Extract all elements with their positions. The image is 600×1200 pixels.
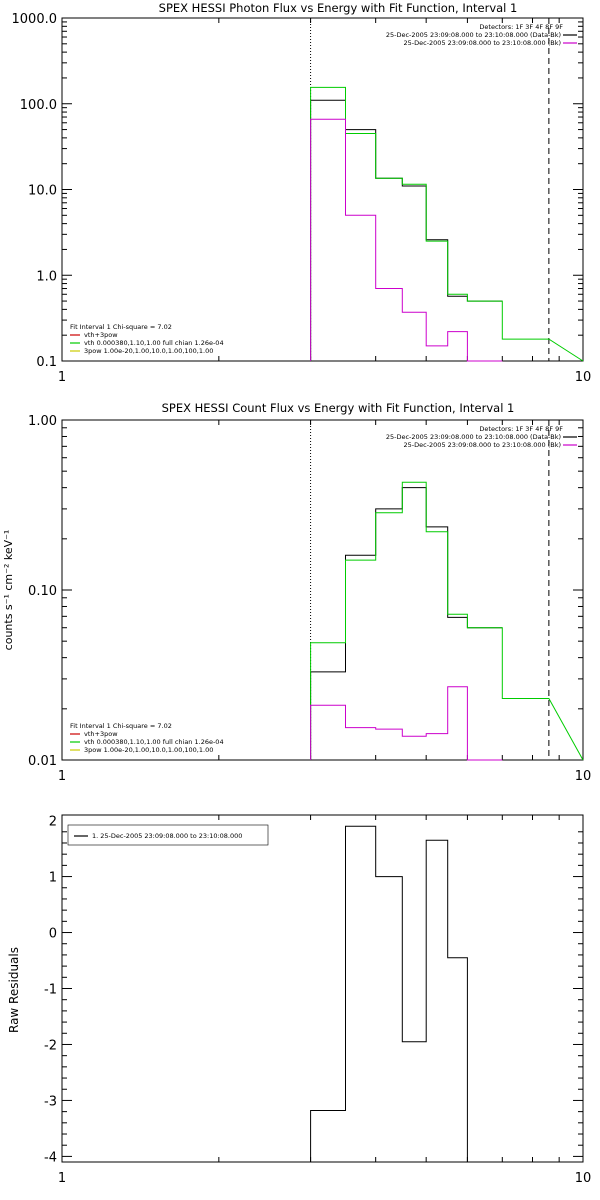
series-line <box>310 481 584 761</box>
detectors-legend-header: Detectors: 1F 3F 4F 8F 9F <box>479 425 563 433</box>
y-tick-label: -2 <box>44 1038 57 1053</box>
fit-legend-label: vth 0.000380,1.10,1.00 full chian 1.26e-… <box>84 738 224 746</box>
count-flux-title: SPEX HESSI Count Flux vs Energy with Fit… <box>162 401 515 415</box>
series-line <box>310 86 584 362</box>
y-tick-label: 1.0 <box>36 269 57 284</box>
y-tick-label: 2 <box>49 815 57 830</box>
x-tick-label: 1 <box>58 370 66 385</box>
x-tick-label: 10 <box>575 1171 592 1186</box>
series-line <box>310 99 503 361</box>
fit-legend-label: vth+3pow <box>84 730 118 738</box>
y-tick-label: 10.0 <box>28 184 57 199</box>
fit-legend-label: vth 0.000380,1.10,1.00 full chian 1.26e-… <box>84 339 224 347</box>
count-flux-panel: SPEX HESSI Count Flux vs Energy with Fit… <box>2 401 591 784</box>
fit-legend-label: 3pow 1.00e-20,1.00,10.0,1.00,100,1.00 <box>84 746 213 754</box>
residuals-legend-label: 1. 25-Dec-2005 23:09:08.000 to 23:10:08.… <box>92 832 242 840</box>
fit-legend-label: vth+3pow <box>84 331 118 339</box>
residuals-panel: Raw Residuals 1 10 -4 -3 -2 -1 0 1 2 1. 25-Dec-20… <box>7 814 592 1186</box>
plot-frame <box>61 419 584 761</box>
photon-flux-title: SPEX HESSI Photon Flux vs Energy with Fi… <box>159 1 518 15</box>
y-tick-label: 1000.0 <box>12 12 58 27</box>
fit-legend-header: Fit Interval 1 Chi-square = 7.02 <box>70 323 172 331</box>
residuals-legend-box <box>67 824 269 846</box>
y-tick-label: 0 <box>49 927 57 942</box>
time-interval-legend-label: 25-Dec-2005 23:09:08.000 to 23:10:08.000… <box>386 31 561 39</box>
time-interval-legend-label: 25-Dec-2005 23:09:08.000 to 23:10:08.000… <box>386 433 561 441</box>
y-tick-label: -1 <box>44 983 57 998</box>
series-line <box>310 686 503 761</box>
plot-frame <box>61 814 584 1163</box>
time-interval-legend-label: 25-Dec-2005 23:09:08.000 to 23:10:08.000… <box>404 39 562 47</box>
fit-legend-label: 3pow 1.00e-20,1.00,10.0,1.00,100,1.00 <box>84 347 213 355</box>
y-tick-label: 0.1 <box>36 355 57 370</box>
series-line <box>310 825 503 1163</box>
y-tick-label: 1.00 <box>28 414 57 429</box>
x-tick-label: 1 <box>58 1171 66 1186</box>
photon-flux-panel: SPEX HESSI Photon Flux vs Energy with Fi… <box>12 1 592 385</box>
series-line <box>310 118 503 362</box>
y-tick-label: 0.10 <box>28 584 57 599</box>
y-tick-label: -3 <box>44 1094 57 1109</box>
y-tick-label: -4 <box>44 1150 57 1165</box>
plot-frame <box>61 17 584 362</box>
residuals-y-axis-label: Raw Residuals <box>7 947 21 1033</box>
y-tick-label: 100.0 <box>20 98 57 113</box>
x-tick-label: 1 <box>58 769 66 784</box>
x-tick-label: 10 <box>575 370 592 385</box>
count-flux-y-axis-label: counts s⁻¹ cm⁻² keV⁻¹ <box>2 530 15 651</box>
y-tick-label: 0.01 <box>28 754 57 769</box>
time-interval-legend-label: 25-Dec-2005 23:09:08.000 to 23:10:08.000… <box>404 441 562 449</box>
detectors-legend-header: Detectors: 1F 3F 4F 8F 9F <box>479 23 563 31</box>
x-tick-label: 10 <box>575 769 592 784</box>
fit-legend-header: Fit Interval 1 Chi-square = 7.02 <box>70 722 172 730</box>
series-line <box>310 487 503 760</box>
y-tick-label: 1 <box>49 871 57 886</box>
